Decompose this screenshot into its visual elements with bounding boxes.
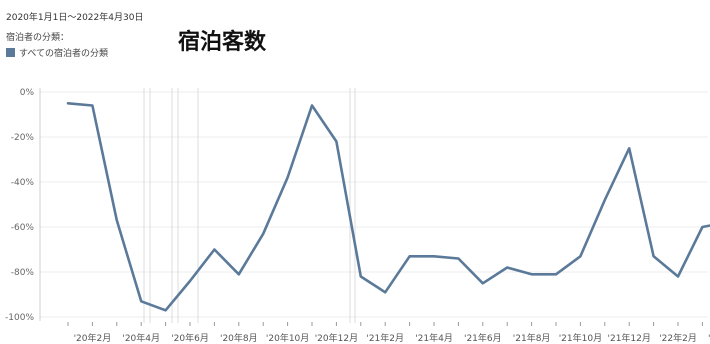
legend-swatch	[6, 48, 15, 57]
legend-title: 宿泊者の分類：	[6, 33, 70, 43]
series-line	[66, 102, 710, 312]
x-tick-label: '21年10月	[559, 332, 602, 344]
data-point	[164, 308, 168, 312]
x-tick-label: '21年8月	[513, 332, 551, 344]
data-point	[310, 104, 314, 108]
y-tick-label: -40%	[11, 178, 35, 188]
data-point	[481, 281, 485, 285]
y-tick-label: -60%	[11, 223, 35, 233]
data-point	[432, 254, 436, 258]
data-point	[139, 299, 143, 303]
data-point	[188, 279, 192, 283]
legend: 宿泊者の分類： すべての宿泊者の分類	[6, 30, 108, 59]
data-point	[603, 198, 607, 202]
x-tick-label: '21年12月	[608, 332, 651, 344]
data-point	[212, 248, 216, 252]
data-point	[578, 254, 582, 258]
y-tick-label: -80%	[11, 268, 35, 278]
x-tick-label: '20年12月	[315, 332, 358, 344]
data-point	[237, 272, 241, 276]
x-tick-label: '20年4月	[122, 332, 160, 344]
y-tick-label: 0%	[20, 88, 35, 98]
data-point	[359, 275, 363, 279]
x-tick-label: '21年4月	[415, 332, 453, 344]
x-tick-label: '20年10月	[266, 332, 309, 344]
data-point	[530, 272, 534, 276]
data-point	[408, 254, 412, 258]
y-tick-label: -20%	[11, 133, 35, 143]
data-point	[676, 275, 680, 279]
data-point	[554, 272, 558, 276]
data-point	[286, 176, 290, 180]
x-tick-label: '21年6月	[464, 332, 502, 344]
data-point	[505, 266, 509, 270]
data-point	[334, 140, 338, 144]
y-tick-label: -100%	[5, 313, 34, 323]
x-tick-label: '20年8月	[220, 332, 258, 344]
data-point	[66, 101, 70, 105]
data-point	[700, 225, 704, 229]
data-point	[627, 146, 631, 150]
x-tick-label: '22年4月	[708, 332, 710, 344]
legend-item[interactable]: すべての宿泊者の分類	[6, 46, 108, 59]
date-range: 2020年1月1日～2022年4月30日	[6, 13, 144, 23]
data-point	[90, 104, 94, 108]
x-tick-label: '22年2月	[659, 332, 697, 344]
data-point	[115, 218, 119, 222]
x-tick-label: '20年2月	[74, 332, 112, 344]
data-point	[456, 257, 460, 261]
legend-item-label: すべての宿泊者の分類	[19, 49, 109, 59]
data-point	[383, 290, 387, 294]
data-point	[261, 232, 265, 236]
x-tick-label: '20年6月	[171, 332, 209, 344]
x-tick-label: '21年2月	[366, 332, 404, 344]
chart-title: 宿泊客数	[178, 30, 267, 55]
data-point	[652, 254, 656, 258]
